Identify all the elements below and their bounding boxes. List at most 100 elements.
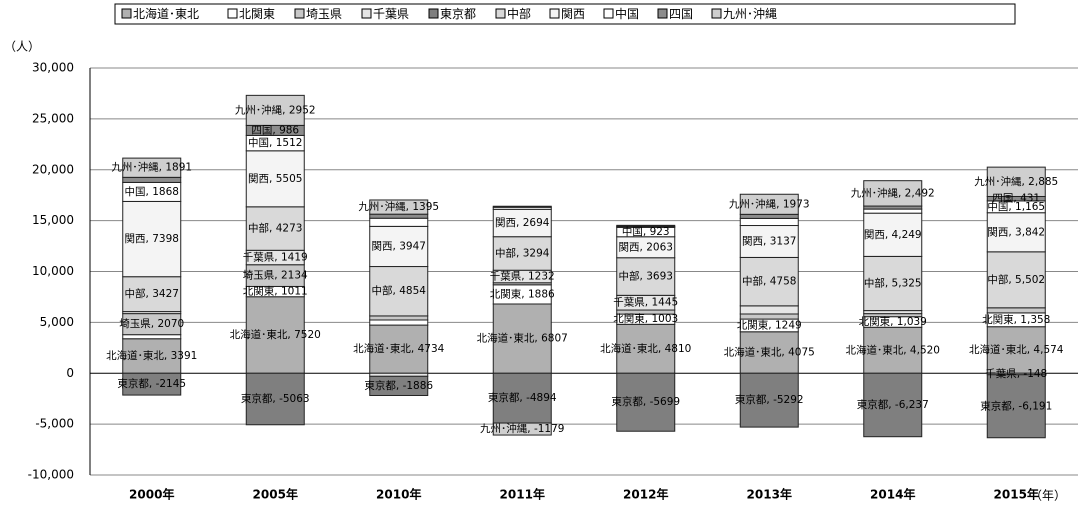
bar-segment — [122, 372, 182, 396]
x-tick-label: 2010年 — [376, 487, 421, 502]
data-label: 北関東, 1,039 — [859, 315, 927, 328]
data-label: 北海道･東北, 4810 — [600, 342, 691, 355]
data-label: 北関東, 1886 — [490, 287, 555, 300]
legend-swatch — [603, 8, 614, 19]
bar-segment — [369, 213, 429, 219]
x-tick-label: 2013年 — [747, 487, 792, 502]
data-label: 埼玉県, 2134 — [243, 269, 308, 282]
bar-segment — [245, 372, 305, 426]
bar-segment — [863, 372, 923, 438]
x-tick-label: 2000年 — [129, 487, 174, 502]
data-label: 中部, 4758 — [742, 275, 796, 288]
bar-segment — [369, 217, 429, 227]
legend-label: 中国 — [615, 6, 639, 21]
data-label: 東京都, -6,237 — [857, 398, 929, 411]
legend-label: 九州･沖縄 — [723, 6, 777, 21]
data-label: 九州･沖縄, 2,492 — [851, 186, 935, 199]
data-label: 中部, 3693 — [619, 270, 673, 283]
legend-swatch — [657, 8, 668, 19]
bar-segment — [492, 208, 552, 238]
legend-label: 北海道･東北 — [133, 6, 199, 21]
data-label: 中国, 923 — [622, 225, 670, 238]
bar-segment — [369, 375, 429, 396]
data-label: 北関東, 1249 — [737, 318, 802, 331]
legend-swatch — [549, 8, 560, 19]
data-label: 九州･沖縄, 1973 — [729, 197, 810, 210]
bar-segment — [986, 326, 1046, 374]
data-label: 中部, 3294 — [495, 246, 550, 259]
legend-swatch — [361, 8, 372, 19]
x-tick-label: 2011年 — [500, 487, 545, 502]
y-tick-label: 10,000 — [32, 264, 74, 278]
bar-segment — [492, 303, 552, 374]
legend-swatch — [495, 8, 506, 19]
data-label: 東京都, -5699 — [611, 395, 680, 408]
y-tick-label: 25,000 — [32, 111, 74, 125]
bar-segment — [863, 208, 923, 214]
data-label: 関西, 2063 — [619, 241, 673, 253]
legend-label: 千葉県 — [373, 7, 409, 21]
legend-label: 中部 — [507, 6, 531, 21]
bar-segment — [492, 236, 552, 271]
bar-segment — [739, 193, 799, 215]
y-axis-label: （人） — [4, 40, 40, 54]
data-label: 東京都, -5292 — [735, 393, 804, 406]
bar-segment — [863, 180, 923, 207]
data-label: 関西, 2694 — [495, 217, 550, 229]
bar-segment — [245, 94, 305, 126]
data-label: 埼玉県, 2070 — [119, 317, 184, 330]
y-tick-label: 5,000 — [40, 315, 74, 329]
bar-segment — [245, 296, 305, 374]
bar-segment — [122, 176, 182, 183]
legend-label: 四国 — [669, 7, 693, 21]
bar-segment — [739, 217, 799, 227]
bar-segment — [369, 266, 429, 317]
x-tick-label: 2015年 — [994, 487, 1039, 502]
y-tick-label: 15,000 — [32, 213, 74, 227]
data-label: 千葉県, -148 — [985, 367, 1047, 380]
x-axis-label: （年） — [1030, 489, 1066, 503]
data-label: 九州･沖縄, -1179 — [480, 422, 564, 435]
data-label: 北海道･東北, 4,520 — [846, 343, 940, 356]
y-tick-label: -5,000 — [35, 417, 74, 431]
bar-segment — [863, 326, 923, 374]
data-label: 北海道･東北, 6807 — [477, 332, 568, 345]
data-label: 東京都, -4894 — [488, 391, 557, 404]
data-label: 東京都, -1886 — [364, 379, 433, 392]
bar-segment — [369, 225, 429, 268]
bar-segment — [986, 166, 1046, 197]
bar-segment — [369, 324, 429, 374]
bar-segment — [739, 305, 799, 315]
data-label: 北関東, 1011 — [243, 285, 308, 298]
data-label: 中部, 4854 — [372, 284, 427, 297]
y-tick-label: 20,000 — [32, 162, 74, 176]
legend-label: 関西 — [561, 7, 585, 21]
data-label: 北海道･東北, 4,574 — [969, 343, 1064, 356]
y-tick-label: 30,000 — [32, 61, 74, 75]
data-label: 千葉県, 1232 — [490, 269, 555, 282]
bar-segment — [986, 212, 1046, 253]
data-label: 北関東, 1003 — [613, 312, 678, 325]
bar-segment — [245, 150, 305, 208]
bar-segment — [369, 319, 429, 326]
data-label: 中国, 1,165 — [987, 200, 1045, 213]
legend-swatch — [428, 8, 439, 19]
legend-label: 東京都 — [440, 7, 476, 21]
bar-segment — [616, 224, 676, 227]
data-label: 関西, 3137 — [742, 235, 796, 247]
bar-segment — [369, 315, 429, 321]
data-label: 千葉県, 1419 — [243, 251, 308, 264]
bar-segment — [616, 372, 676, 432]
legend-frame — [114, 3, 1016, 25]
data-label: 北海道･東北, 4734 — [353, 342, 444, 355]
legend-swatch — [121, 8, 132, 19]
y-tick-label: 0 — [66, 366, 74, 380]
data-label: 四国, 986 — [251, 124, 299, 136]
bar-segment — [122, 157, 182, 178]
bar-segment — [122, 334, 182, 340]
x-tick-label: 2014年 — [870, 487, 915, 502]
bar-segment — [739, 331, 799, 374]
bar-segment — [739, 313, 799, 320]
data-label: 北海道･東北, 7520 — [230, 328, 321, 341]
data-label: 東京都, -6,191 — [980, 399, 1052, 412]
